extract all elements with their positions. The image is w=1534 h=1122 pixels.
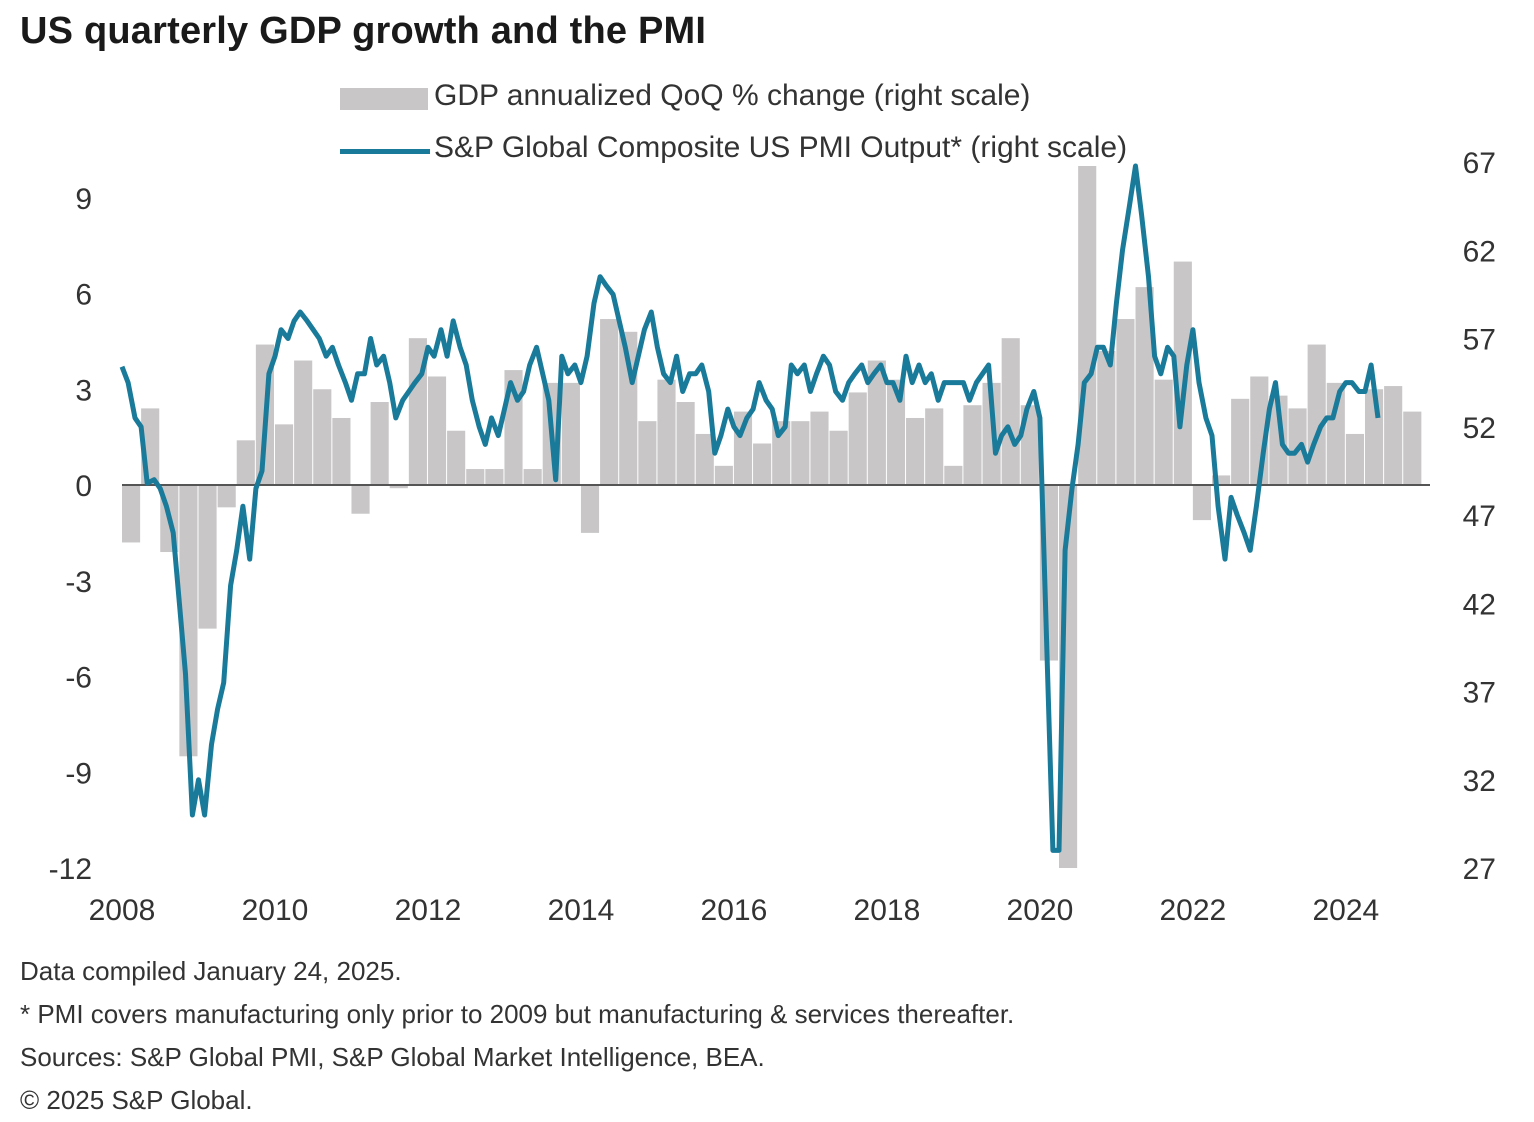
pmi-line bbox=[119, 163, 1381, 853]
gdp-bar bbox=[1231, 398, 1250, 485]
gdp-bar bbox=[1192, 485, 1211, 521]
right-tick-label: 37 bbox=[1463, 677, 1496, 710]
x-tick-label: 2020 bbox=[1007, 894, 1074, 927]
gdp-bar bbox=[1097, 350, 1116, 485]
footer-pmi-note: * PMI covers manufacturing only prior to… bbox=[20, 999, 1015, 1029]
x-tick-label: 2008 bbox=[89, 894, 156, 927]
left-tick-label: 9 bbox=[75, 183, 92, 216]
footer-notes: Data compiled January 24, 2025. * PMI co… bbox=[20, 950, 1014, 1122]
gdp-bar bbox=[274, 424, 294, 485]
x-tick-label: 2024 bbox=[1312, 894, 1379, 927]
x-axis: 2008 2010 2012 2014 2016 2018 2020 2022 2024 bbox=[89, 894, 1380, 927]
footer-sources: Sources: S&P Global PMI, S&P Global Mark… bbox=[20, 1042, 765, 1072]
gdp-bar bbox=[236, 440, 255, 485]
gdp-bar bbox=[657, 379, 676, 485]
gdp-bar bbox=[294, 360, 313, 485]
right-tick-label: 47 bbox=[1463, 500, 1496, 533]
x-tick-label: 2012 bbox=[395, 894, 462, 927]
gdp-bar bbox=[332, 417, 351, 485]
gdp-bar bbox=[753, 443, 772, 485]
gdp-bar bbox=[944, 465, 963, 485]
right-tick-label: 27 bbox=[1463, 853, 1496, 886]
gdp-bar bbox=[1135, 287, 1154, 485]
gdp-bar bbox=[925, 408, 944, 485]
gdp-bar bbox=[351, 485, 370, 514]
right-axis: 67 62 57 52 47 42 37 32 27 bbox=[1463, 147, 1496, 886]
legend-label-gdp: GDP annualized QoQ % change (right scale… bbox=[434, 79, 1031, 112]
gdp-bar bbox=[1326, 382, 1345, 485]
right-tick-label: 52 bbox=[1463, 412, 1496, 445]
gdp-bar bbox=[466, 469, 485, 485]
gdp-bar bbox=[561, 382, 580, 485]
legend-swatch-pmi-line bbox=[340, 149, 430, 154]
gdp-bar bbox=[829, 430, 848, 485]
x-tick-label: 2010 bbox=[242, 894, 309, 927]
right-tick-label: 42 bbox=[1463, 588, 1496, 621]
footer-copyright: © 2025 S&P Global. bbox=[20, 1085, 253, 1115]
gdp-bar bbox=[447, 430, 466, 485]
left-tick-label: 6 bbox=[75, 279, 92, 312]
gdp-bar bbox=[810, 411, 829, 485]
gdp-bar bbox=[1269, 395, 1288, 485]
left-tick-label: -9 bbox=[65, 757, 92, 790]
gdp-bar bbox=[886, 379, 906, 485]
gdp-bar bbox=[523, 469, 542, 485]
gdp-bar bbox=[198, 485, 217, 629]
gdp-bar bbox=[714, 465, 733, 485]
gdp-bar bbox=[1116, 319, 1135, 485]
gdp-bar bbox=[389, 485, 408, 489]
left-axis: 9 6 3 0 -3 -6 -9 -12 bbox=[49, 183, 92, 886]
x-tick-label: 2016 bbox=[701, 894, 768, 927]
gdp-bar bbox=[217, 485, 236, 508]
legend-swatch-gdp-bar bbox=[340, 88, 428, 110]
gdp-bar bbox=[485, 469, 504, 485]
gdp-bar bbox=[676, 402, 695, 485]
gdp-bar bbox=[580, 485, 600, 533]
gdp-bar bbox=[1307, 344, 1326, 485]
chart-area: 9 6 3 0 -3 -6 -9 -12 67 62 57 52 47 42 37 32 27 2008 201… bbox=[49, 147, 1496, 927]
right-tick-label: 62 bbox=[1463, 235, 1496, 268]
right-tick-label: 67 bbox=[1463, 147, 1496, 180]
gdp-bars bbox=[122, 166, 1422, 868]
gdp-bar bbox=[122, 485, 141, 543]
x-tick-label: 2014 bbox=[548, 894, 615, 927]
legend-label-pmi: S&P Global Composite US PMI Output* (rig… bbox=[434, 131, 1128, 164]
gdp-bar bbox=[848, 392, 867, 485]
left-tick-label: 0 bbox=[75, 470, 92, 503]
gdp-bar bbox=[906, 417, 925, 485]
gdp-bar bbox=[600, 319, 619, 485]
gdp-bar bbox=[1384, 386, 1403, 485]
footer-data-compiled: Data compiled January 24, 2025. bbox=[20, 956, 402, 986]
gdp-bar bbox=[313, 389, 332, 485]
gdp-bar bbox=[427, 376, 447, 485]
gdp-bar bbox=[1212, 475, 1231, 485]
x-tick-label: 2018 bbox=[854, 894, 921, 927]
left-tick-label: -6 bbox=[65, 662, 92, 695]
x-tick-label: 2022 bbox=[1160, 894, 1227, 927]
gdp-bar bbox=[1154, 379, 1173, 485]
gdp-bar bbox=[370, 402, 389, 485]
gdp-bar bbox=[695, 433, 714, 485]
left-tick-label: -3 bbox=[65, 566, 92, 599]
gdp-bar bbox=[867, 360, 886, 485]
gdp-bar bbox=[1173, 261, 1192, 485]
gdp-bar bbox=[638, 421, 657, 485]
gdp-bar bbox=[963, 405, 982, 485]
right-tick-label: 32 bbox=[1463, 765, 1496, 798]
gdp-bar bbox=[1001, 338, 1020, 485]
left-tick-label: 3 bbox=[75, 374, 92, 407]
gdp-bar bbox=[791, 421, 810, 485]
gdp-bar bbox=[1345, 433, 1364, 485]
gdp-bar bbox=[1403, 411, 1422, 485]
chart-title: US quarterly GDP growth and the PMI bbox=[20, 10, 707, 52]
right-tick-label: 57 bbox=[1463, 324, 1496, 357]
left-tick-label: -12 bbox=[49, 853, 92, 886]
